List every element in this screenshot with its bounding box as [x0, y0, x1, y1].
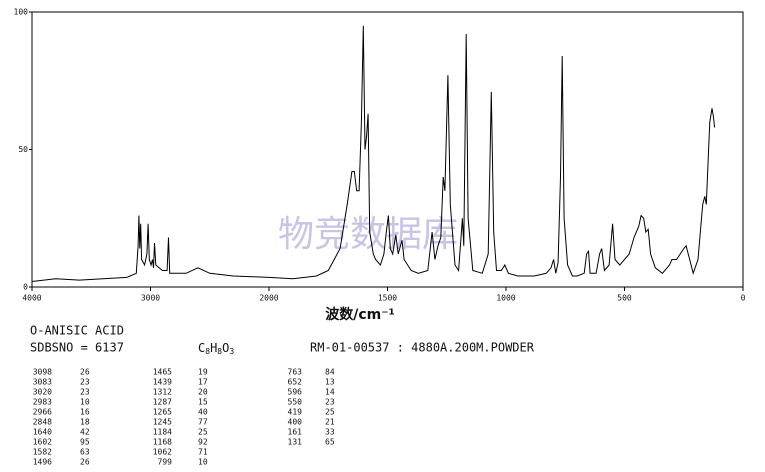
peak-intensity: 84	[325, 368, 335, 377]
peak-intensity: 21	[325, 418, 335, 427]
sdbs-number: SDBSNO = 6137	[30, 341, 124, 355]
peak-wavenumber: 1602	[33, 438, 52, 447]
peak-wavenumber: 1168	[153, 438, 172, 447]
peak-intensity: 42	[80, 428, 90, 437]
peak-wavenumber: 3020	[33, 388, 52, 397]
peak-wavenumber: 3098	[33, 368, 52, 377]
peak-intensity: 33	[325, 428, 335, 437]
peak-intensity: 40	[198, 408, 208, 417]
x-tick-label: 2000	[259, 294, 278, 303]
peak-wavenumber: 1245	[153, 418, 172, 427]
peak-wavenumber: 1265	[153, 408, 172, 417]
peak-wavenumber: 131	[288, 438, 303, 447]
x-tick-label: 1500	[378, 294, 397, 303]
peak-intensity: 16	[80, 408, 90, 417]
peak-wavenumber: 1465	[153, 368, 172, 377]
peak-wavenumber: 1496	[33, 458, 52, 467]
peak-intensity: 19	[198, 368, 208, 377]
peak-wavenumber: 2983	[33, 398, 52, 407]
spectrum-line	[31, 25, 716, 282]
peak-intensity: 26	[80, 458, 90, 467]
x-tick-label: 4000	[22, 294, 41, 303]
peak-intensity: 17	[198, 378, 208, 387]
y-tick-label: 100	[14, 8, 29, 17]
peak-intensity: 14	[325, 388, 335, 397]
peak-wavenumber: 1184	[153, 428, 172, 437]
peak-wavenumber: 550	[288, 398, 303, 407]
x-axis-label: 波数/cm⁻¹	[325, 306, 395, 323]
peak-wavenumber: 799	[158, 458, 173, 467]
peak-intensity: 18	[80, 418, 90, 427]
peak-intensity: 95	[80, 438, 90, 447]
x-tick-label: 1000	[496, 294, 515, 303]
peak-wavenumber: 1287	[153, 398, 172, 407]
formula: C8H8O3	[198, 341, 234, 356]
peak-wavenumber: 1640	[33, 428, 52, 437]
peak-intensity: 71	[198, 448, 208, 457]
compound-name: O-ANISIC ACID	[30, 324, 124, 338]
peak-wavenumber: 1439	[153, 378, 172, 387]
peak-wavenumber: 596	[288, 388, 303, 397]
peak-intensity: 23	[325, 398, 335, 407]
peak-wavenumber: 2966	[33, 408, 52, 417]
y-tick-label: 50	[18, 145, 28, 154]
x-tick-label: 0	[741, 294, 746, 303]
peak-wavenumber: 400	[288, 418, 303, 427]
peak-wavenumber: 2848	[33, 418, 52, 427]
watermark: 物竞数据库	[278, 214, 458, 255]
peak-intensity: 92	[198, 438, 208, 447]
y-tick-label: 0	[23, 283, 28, 292]
peak-wavenumber: 1062	[153, 448, 172, 457]
peak-wavenumber: 763	[288, 368, 303, 377]
x-tick-label: 3000	[141, 294, 160, 303]
peak-intensity: 20	[198, 388, 208, 397]
peak-intensity: 10	[198, 458, 208, 467]
spectrum-id: RM-01-00537 : 4880A.200M.POWDER	[310, 341, 535, 355]
x-tick-label: 500	[617, 294, 632, 303]
peak-intensity: 26	[80, 368, 90, 377]
peak-intensity: 15	[198, 398, 208, 407]
peak-intensity: 65	[325, 438, 335, 447]
peak-intensity: 23	[80, 388, 90, 397]
peak-intensity: 25	[198, 428, 208, 437]
peak-wavenumber: 1582	[33, 448, 52, 457]
peak-intensity: 10	[80, 398, 90, 407]
peak-wavenumber: 3083	[33, 378, 52, 387]
peak-intensity: 23	[80, 378, 90, 387]
peak-intensity: 77	[198, 418, 208, 427]
peak-intensity: 63	[80, 448, 90, 457]
peak-wavenumber: 1312	[153, 388, 172, 397]
peak-intensity: 25	[325, 408, 335, 417]
peak-intensity: 13	[325, 378, 335, 387]
peak-wavenumber: 161	[288, 428, 303, 437]
peak-wavenumber: 419	[288, 408, 303, 417]
peak-wavenumber: 652	[288, 378, 303, 387]
